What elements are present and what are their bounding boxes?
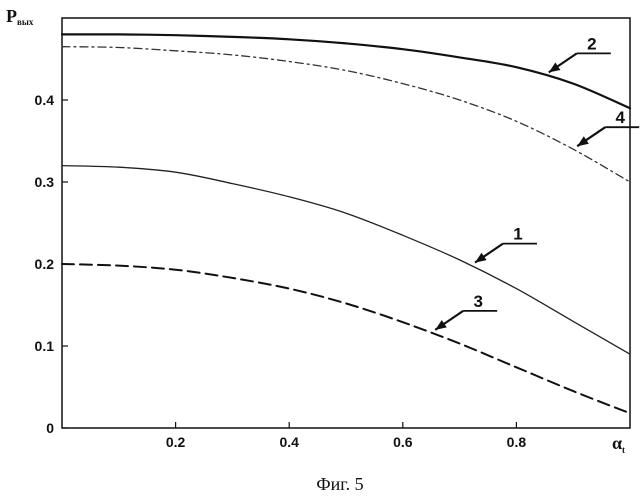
series-line-4 bbox=[62, 47, 630, 182]
series-line-2 bbox=[62, 34, 630, 108]
annotation-arrowhead bbox=[435, 320, 447, 330]
y-tick-label: 0.1 bbox=[35, 338, 55, 354]
annotation-arrowhead bbox=[549, 62, 561, 72]
y-tick-label: 0 bbox=[46, 420, 54, 436]
figure-caption: Фиг. 5 bbox=[316, 474, 363, 494]
x-tick-label: 0.4 bbox=[279, 434, 299, 450]
chart: 00.10.20.30.4 0.20.40.60.8 1234 Pвых αt … bbox=[0, 0, 642, 500]
x-axis-ticks: 0.2 0.4 0.6 0.8 bbox=[166, 422, 526, 450]
series-line-3 bbox=[62, 264, 630, 413]
curve-label-2: 2 bbox=[587, 34, 596, 53]
plot-frame bbox=[62, 18, 630, 428]
x-tick-label: 0.2 bbox=[166, 434, 186, 450]
y-tick-label: 0.4 bbox=[35, 92, 55, 108]
annotation-arrowhead bbox=[577, 136, 589, 146]
x-tick-label: 0.6 bbox=[393, 434, 413, 450]
y-tick-label: 0.2 bbox=[35, 256, 55, 272]
y-tick-label: 0.3 bbox=[35, 174, 55, 190]
curve-label-4: 4 bbox=[615, 108, 625, 127]
x-axis-title: αt bbox=[612, 433, 625, 455]
y-axis-title: Pвых bbox=[6, 6, 34, 27]
series-line-1 bbox=[62, 166, 630, 355]
annotation-arrowhead bbox=[475, 253, 487, 263]
annotation-layer: 1 2 3 4 bbox=[435, 34, 639, 329]
curve-label-3: 3 bbox=[473, 292, 482, 311]
series-layer bbox=[62, 34, 630, 413]
curve-label-1: 1 bbox=[513, 225, 522, 244]
x-tick-label: 0.8 bbox=[507, 434, 527, 450]
